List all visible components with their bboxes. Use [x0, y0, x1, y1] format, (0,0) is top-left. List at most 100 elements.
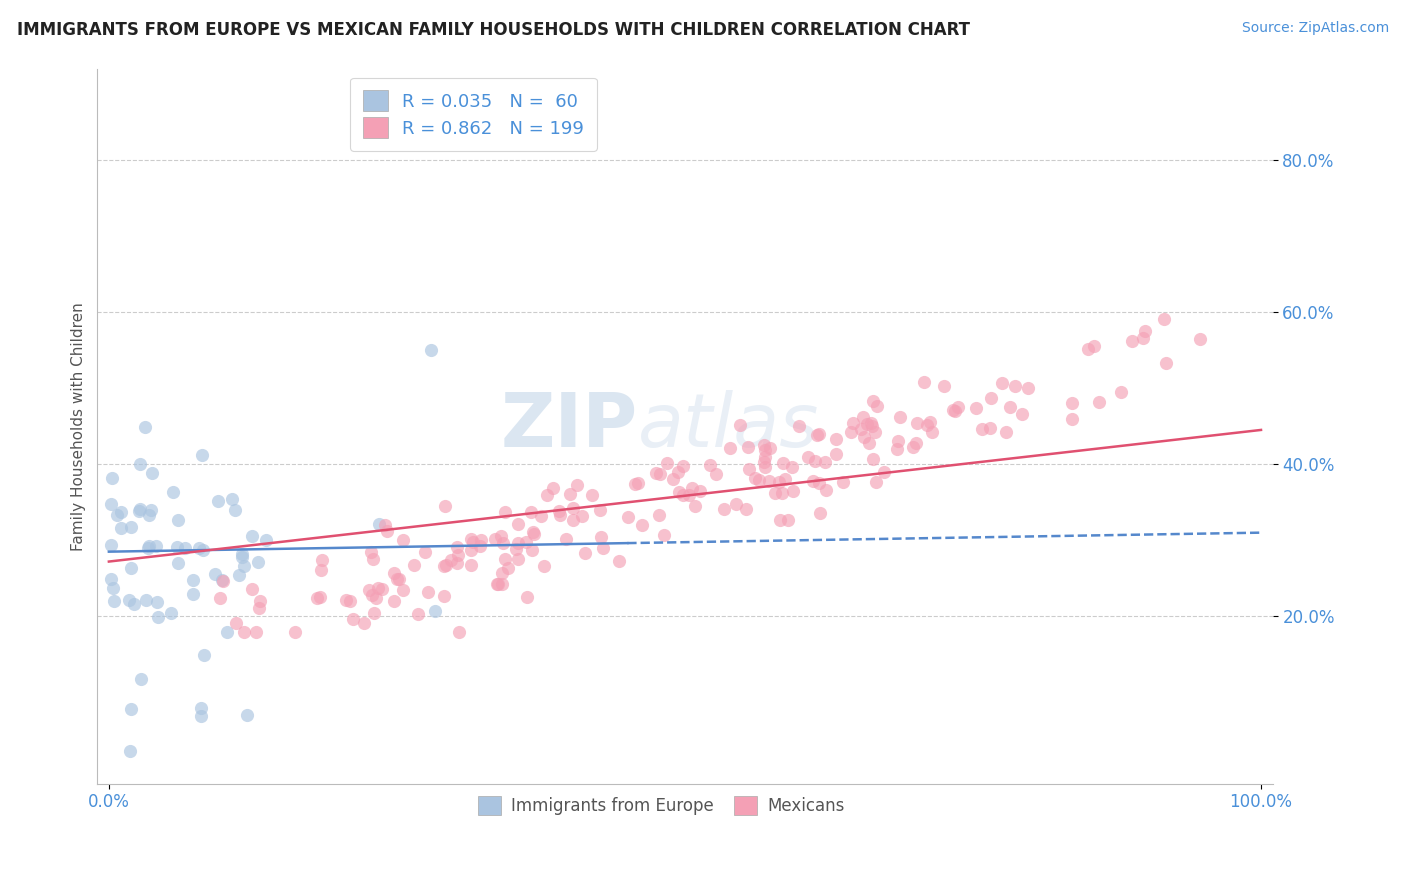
- Point: [1017, 381, 1039, 395]
- Point: [146, 609, 169, 624]
- Point: [858, 436, 880, 450]
- Point: [515, 534, 537, 549]
- Point: [541, 481, 564, 495]
- Point: [309, 590, 332, 604]
- Point: [446, 540, 468, 554]
- Point: [520, 543, 543, 558]
- Point: [1189, 332, 1212, 346]
- Point: [508, 535, 530, 549]
- Point: [748, 473, 770, 487]
- Point: [862, 394, 884, 409]
- Point: [662, 472, 685, 486]
- Point: [759, 442, 782, 456]
- Point: [730, 417, 752, 432]
- Point: [232, 559, 254, 574]
- Point: [522, 524, 544, 539]
- Point: [852, 430, 875, 444]
- Point: [496, 560, 519, 574]
- Point: [342, 612, 364, 626]
- Point: [887, 434, 910, 448]
- Point: [668, 484, 690, 499]
- Point: [801, 475, 824, 489]
- Point: [825, 447, 848, 461]
- Point: [998, 400, 1021, 414]
- Point: [335, 592, 357, 607]
- Point: [592, 541, 614, 555]
- Point: [713, 502, 735, 516]
- Point: [339, 594, 361, 608]
- Point: [768, 475, 790, 490]
- Point: [129, 502, 152, 516]
- Point: [657, 456, 679, 470]
- Point: [460, 558, 482, 572]
- Point: [724, 497, 747, 511]
- Point: [120, 520, 142, 534]
- Point: [247, 601, 270, 615]
- Point: [942, 402, 965, 417]
- Point: [193, 648, 215, 662]
- Point: [796, 450, 818, 464]
- Point: [1004, 379, 1026, 393]
- Point: [737, 441, 759, 455]
- Point: [943, 404, 966, 418]
- Point: [366, 591, 388, 605]
- Point: [145, 595, 167, 609]
- Point: [815, 483, 838, 498]
- Point: [806, 427, 828, 442]
- Point: [361, 552, 384, 566]
- Point: [190, 700, 212, 714]
- Point: [128, 457, 150, 471]
- Point: [363, 606, 385, 620]
- Point: [118, 743, 141, 757]
- Point: [447, 624, 470, 639]
- Point: [1060, 411, 1083, 425]
- Point: [446, 556, 468, 570]
- Point: [167, 513, 190, 527]
- Point: [770, 486, 793, 500]
- Point: [236, 708, 259, 723]
- Point: [433, 589, 456, 603]
- Point: [232, 624, 254, 639]
- Point: [561, 500, 583, 515]
- Point: [118, 592, 141, 607]
- Point: [735, 501, 758, 516]
- Point: [100, 538, 122, 552]
- Point: [491, 577, 513, 591]
- Point: [139, 503, 162, 517]
- Point: [433, 559, 456, 574]
- Point: [1077, 343, 1099, 357]
- Point: [852, 410, 875, 425]
- Point: [588, 503, 610, 517]
- Text: IMMIGRANTS FROM EUROPE VS MEXICAN FAMILY HOUSEHOLDS WITH CHILDREN CORRELATION CH: IMMIGRANTS FROM EUROPE VS MEXICAN FAMILY…: [17, 21, 970, 38]
- Point: [173, 541, 195, 556]
- Point: [485, 577, 508, 591]
- Point: [228, 567, 250, 582]
- Point: [103, 594, 125, 608]
- Point: [231, 547, 253, 561]
- Point: [754, 443, 776, 458]
- Point: [191, 543, 214, 558]
- Point: [160, 606, 183, 620]
- Point: [789, 419, 811, 434]
- Point: [519, 506, 541, 520]
- Point: [103, 581, 125, 595]
- Point: [849, 422, 872, 436]
- Point: [763, 485, 786, 500]
- Point: [754, 460, 776, 475]
- Point: [110, 520, 132, 534]
- Point: [807, 475, 830, 490]
- Point: [367, 581, 389, 595]
- Point: [533, 559, 555, 574]
- Point: [423, 604, 446, 618]
- Point: [505, 542, 527, 557]
- Point: [145, 540, 167, 554]
- Point: [648, 508, 671, 522]
- Point: [249, 594, 271, 608]
- Point: [506, 552, 529, 566]
- Point: [554, 533, 576, 547]
- Point: [460, 542, 482, 557]
- Point: [382, 566, 405, 580]
- Point: [842, 416, 865, 430]
- Point: [221, 491, 243, 506]
- Point: [769, 513, 792, 527]
